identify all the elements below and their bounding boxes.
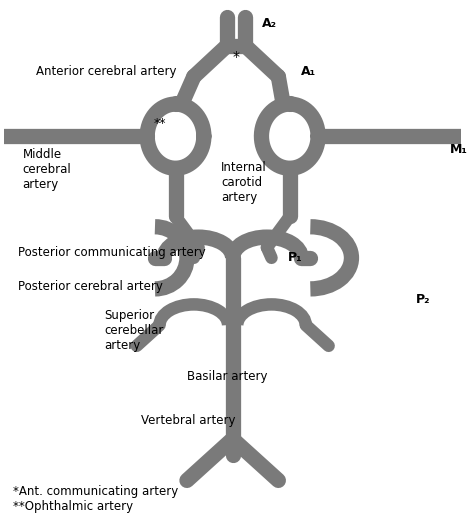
Polygon shape: [163, 122, 188, 150]
Text: A₂: A₂: [262, 17, 277, 30]
Text: Middle
cerebral
artery: Middle cerebral artery: [22, 148, 71, 191]
Text: *: *: [233, 50, 240, 64]
Text: Internal
carotid
artery: Internal carotid artery: [221, 161, 267, 204]
Text: P₂: P₂: [415, 293, 430, 306]
Text: P₁: P₁: [288, 251, 302, 265]
Text: A₁: A₁: [301, 65, 316, 78]
Text: *Ant. communicating artery: *Ant. communicating artery: [13, 485, 179, 498]
Text: **Ophthalmic artery: **Ophthalmic artery: [13, 500, 134, 513]
Text: Vertebral artery: Vertebral artery: [141, 414, 236, 428]
Text: Posterior cerebral artery: Posterior cerebral artery: [18, 280, 163, 293]
Text: Basilar artery: Basilar artery: [187, 370, 267, 383]
Text: Anterior cerebral artery: Anterior cerebral artery: [36, 65, 177, 78]
Text: **: **: [153, 117, 166, 130]
Text: M₁: M₁: [450, 143, 467, 156]
Text: Superior
cerebellar
artery: Superior cerebellar artery: [105, 309, 164, 352]
Polygon shape: [277, 122, 302, 150]
Text: Posterior communicating artery: Posterior communicating artery: [18, 246, 206, 259]
